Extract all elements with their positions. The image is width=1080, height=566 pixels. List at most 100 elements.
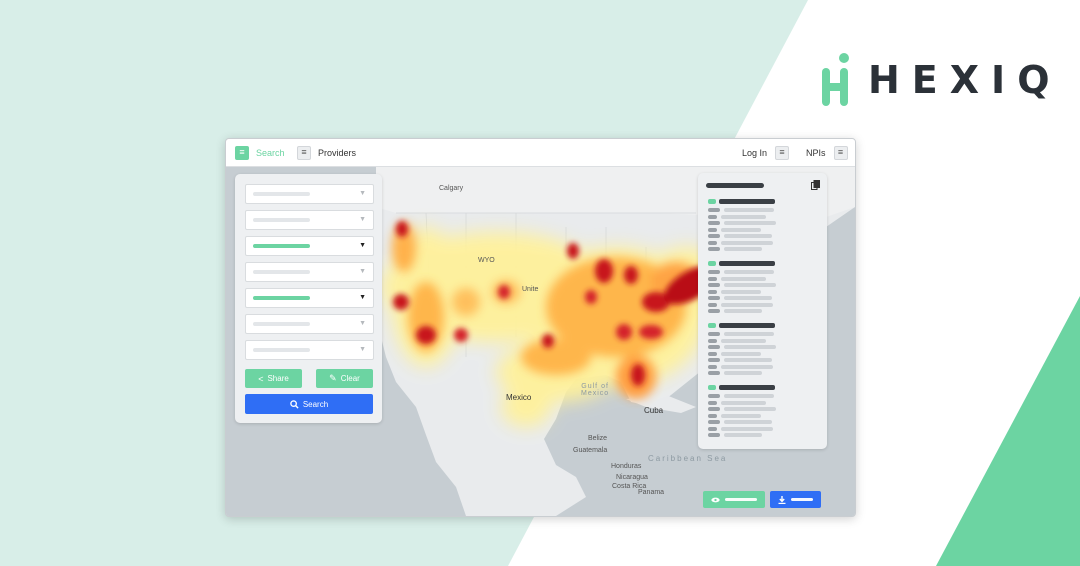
result-status-dot: [708, 385, 716, 390]
filter-panel: ▼ ▼ ▼ ▼ ▼ ▼ ▼ < Share ✎ Clear Search: [235, 174, 382, 423]
result-field-label: [708, 358, 720, 362]
result-field-value: [721, 351, 761, 356]
map-label-panama: Panama: [638, 489, 665, 496]
map-label-guatemala: Guatemala: [573, 447, 608, 454]
result-field-label: [708, 420, 720, 424]
filter-dropdown-3[interactable]: ▼: [245, 236, 374, 256]
result-field-label: [708, 270, 720, 274]
download-button[interactable]: [770, 491, 821, 508]
result-group[interactable]: [698, 385, 827, 441]
result-field-label: [708, 426, 717, 431]
result-field-label: [708, 400, 717, 405]
result-field-value: [724, 371, 762, 375]
filter-dropdown-6[interactable]: ▼: [245, 314, 374, 334]
result-name-placeholder: [719, 385, 775, 390]
nav-login[interactable]: Log In ≡: [742, 139, 790, 166]
result-group[interactable]: [698, 323, 827, 379]
download-button-label-placeholder: [791, 498, 813, 501]
result-field-label: [708, 351, 717, 356]
brand-name: HEXIQ: [868, 58, 1062, 102]
menu-icon[interactable]: ≡: [833, 145, 848, 160]
nav-search-label[interactable]: Search: [256, 147, 285, 158]
chevron-down-icon: ▼: [359, 216, 366, 223]
result-field-value: [721, 289, 761, 294]
result-field-label: [708, 296, 720, 300]
result-field-label: [708, 234, 720, 238]
result-field-label: [708, 208, 720, 212]
result-field-label: [708, 345, 720, 349]
nav-npis-label[interactable]: NPIs: [806, 147, 826, 158]
result-field-value: [724, 283, 776, 287]
chevron-down-icon: ▼: [359, 346, 366, 353]
clear-button[interactable]: ✎ Clear: [316, 369, 373, 388]
result-group[interactable]: [698, 199, 827, 255]
map-label-honduras: Honduras: [611, 463, 642, 470]
filter-dropdown-5[interactable]: ▼: [245, 288, 374, 308]
result-field-label: [708, 247, 720, 251]
result-field-value: [724, 309, 762, 313]
nav-search[interactable]: ≡ Search: [235, 139, 285, 166]
result-field-label: [708, 289, 717, 294]
result-field-label: [708, 407, 720, 411]
result-field-label: [708, 309, 720, 313]
filter-dropdown-2[interactable]: ▼: [245, 210, 374, 230]
nav-providers[interactable]: ≡ Providers: [297, 139, 356, 166]
result-field-value: [721, 227, 761, 232]
result-field-value: [724, 221, 776, 225]
result-field-label: [708, 371, 720, 375]
download-icon: [778, 495, 786, 504]
share-icon: <: [258, 373, 264, 384]
result-field-label: [708, 227, 717, 232]
result-field-label: [708, 364, 717, 369]
result-field-label: [708, 433, 720, 437]
nav-npis[interactable]: NPIs ≡: [806, 139, 848, 166]
filter-dropdown-1[interactable]: ▼: [245, 184, 374, 204]
chevron-down-icon: ▼: [359, 320, 366, 327]
result-field-value: [724, 208, 774, 212]
view-button-label-placeholder: [725, 498, 757, 501]
view-button[interactable]: [703, 491, 765, 508]
chevron-down-icon: ▼: [359, 294, 366, 301]
result-field-value: [721, 240, 773, 245]
nav-providers-label[interactable]: Providers: [318, 147, 357, 158]
search-button[interactable]: Search: [245, 394, 373, 414]
share-button[interactable]: < Share: [245, 369, 302, 388]
result-field-value: [724, 433, 762, 437]
result-field-label: [708, 338, 717, 343]
result-field-value: [724, 296, 772, 300]
result-field-value: [724, 270, 774, 274]
magnifier-icon: [290, 399, 299, 409]
nav-login-label[interactable]: Log In: [742, 147, 768, 158]
copy-icon[interactable]: [811, 180, 820, 190]
result-field-value: [724, 234, 772, 238]
result-field-label: [708, 276, 717, 281]
result-field-value: [724, 420, 772, 424]
top-nav: ≡ Search ≡ Providers Log In ≡ NPIs ≡: [226, 139, 855, 167]
result-status-dot: [708, 323, 716, 328]
map-label-belize: Belize: [588, 435, 608, 442]
menu-icon[interactable]: ≡: [775, 145, 790, 160]
result-field-value: [721, 426, 773, 431]
menu-icon[interactable]: ≡: [235, 145, 249, 160]
map-label-gulf: Gulf of Mexico: [581, 383, 610, 397]
clear-button-label: Clear: [340, 374, 360, 383]
result-field-value: [724, 407, 776, 411]
logo-mark-icon: [822, 53, 849, 106]
result-field-value: [724, 247, 762, 251]
result-name-placeholder: [719, 261, 775, 266]
result-field-value: [724, 358, 772, 362]
chevron-down-icon: ▼: [359, 268, 366, 275]
broom-icon: ✎: [329, 373, 337, 383]
filter-dropdown-7[interactable]: ▼: [245, 340, 374, 360]
share-button-label: Share: [267, 374, 289, 383]
result-group[interactable]: [698, 261, 827, 317]
result-field-value: [721, 364, 773, 369]
result-status-dot: [708, 261, 716, 266]
chevron-down-icon: ▼: [359, 242, 366, 249]
results-panel: [698, 173, 827, 449]
filter-dropdown-4[interactable]: ▼: [245, 262, 374, 282]
result-field-value: [721, 413, 761, 418]
menu-icon[interactable]: ≡: [297, 145, 311, 160]
map-label-costa-rica: Costa Rica: [612, 483, 647, 490]
result-field-value: [721, 276, 766, 281]
